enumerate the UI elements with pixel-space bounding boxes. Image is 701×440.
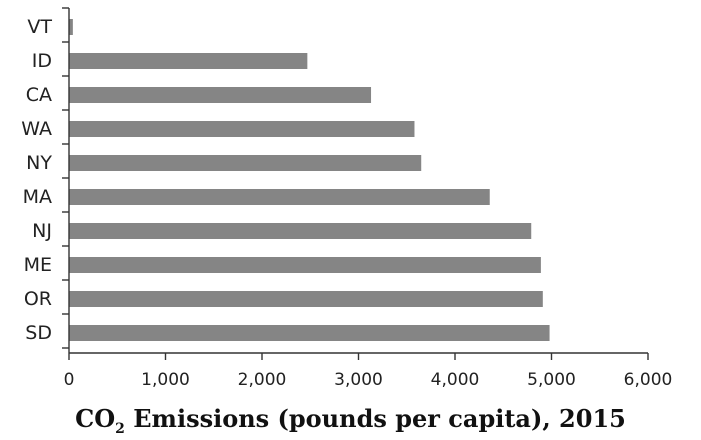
bar-vt bbox=[69, 19, 73, 35]
x-tick-labels: 0 1,000 2,000 3,000 4,000 5,000 6,000 bbox=[64, 370, 673, 390]
bar-ma bbox=[69, 189, 490, 205]
x-axis-title-subscript: 2 bbox=[115, 420, 125, 437]
x-tick-label: 2,000 bbox=[238, 370, 287, 390]
axes bbox=[62, 7, 649, 360]
x-axis-title: CO2 Emissions (pounds per capita), 2015 bbox=[0, 404, 701, 437]
category-label-nj: NJ bbox=[32, 220, 52, 242]
x-tick-label: 3,000 bbox=[334, 370, 383, 390]
category-label-sd: SD bbox=[25, 322, 52, 344]
x-tick-label: 5,000 bbox=[527, 370, 576, 390]
category-label-wa: WA bbox=[21, 118, 52, 140]
bar-ny bbox=[69, 155, 422, 171]
bar-sd bbox=[69, 325, 550, 341]
category-label-ny: NY bbox=[26, 152, 52, 174]
x-axis-title-rest: Emissions (pounds per capita), 2015 bbox=[124, 404, 626, 433]
bar-or bbox=[69, 291, 543, 307]
x-tick-label: 6,000 bbox=[624, 370, 673, 390]
category-label-ca: CA bbox=[26, 84, 52, 106]
x-tick-label: 1,000 bbox=[141, 370, 190, 390]
bar-ca bbox=[69, 87, 372, 103]
x-tick-label: 0 bbox=[64, 370, 75, 390]
category-label-me: ME bbox=[24, 254, 52, 276]
bar-id bbox=[69, 53, 308, 69]
category-label-vt: VT bbox=[27, 16, 52, 38]
category-label-or: OR bbox=[24, 288, 52, 310]
category-label-ma: MA bbox=[23, 186, 52, 208]
bar-wa bbox=[69, 121, 415, 137]
bar-me bbox=[69, 257, 541, 273]
category-label-id: ID bbox=[32, 50, 52, 72]
bars-group bbox=[69, 19, 550, 341]
bar-nj bbox=[69, 223, 532, 239]
x-axis-title-prefix: CO bbox=[75, 404, 116, 433]
category-labels: VT ID CA WA NY MA NJ ME OR SD bbox=[21, 16, 52, 344]
x-tick-label: 4,000 bbox=[431, 370, 480, 390]
